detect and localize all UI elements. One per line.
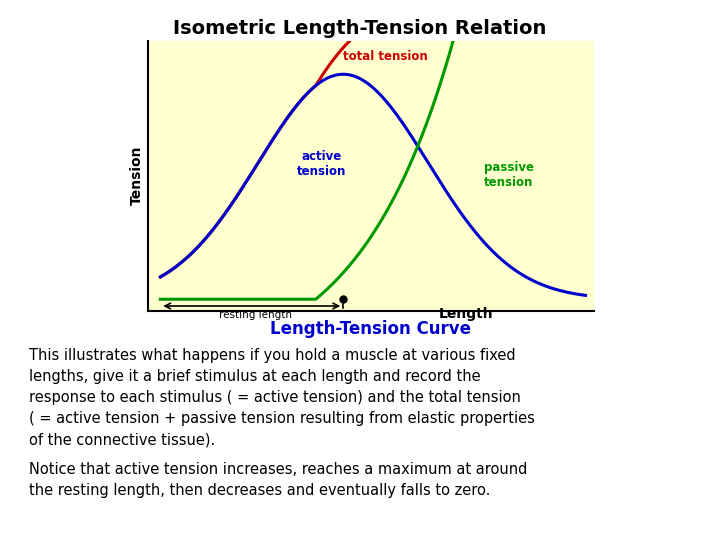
Text: Notice that active tension increases, reaches a maximum at around
the resting le: Notice that active tension increases, re… — [29, 462, 527, 498]
Text: total tension: total tension — [343, 50, 428, 63]
Text: Isometric Length-Tension Relation: Isometric Length-Tension Relation — [174, 19, 546, 38]
Text: passive
tension: passive tension — [484, 161, 534, 190]
Text: Length: Length — [439, 307, 494, 321]
Text: resting length: resting length — [219, 310, 292, 320]
Text: This illustrates what happens if you hold a muscle at various fixed
lengths, giv: This illustrates what happens if you hol… — [29, 348, 535, 447]
Text: Length-Tension Curve: Length-Tension Curve — [270, 320, 472, 338]
Text: active
tension: active tension — [297, 150, 346, 178]
Y-axis label: Tension: Tension — [130, 146, 143, 205]
